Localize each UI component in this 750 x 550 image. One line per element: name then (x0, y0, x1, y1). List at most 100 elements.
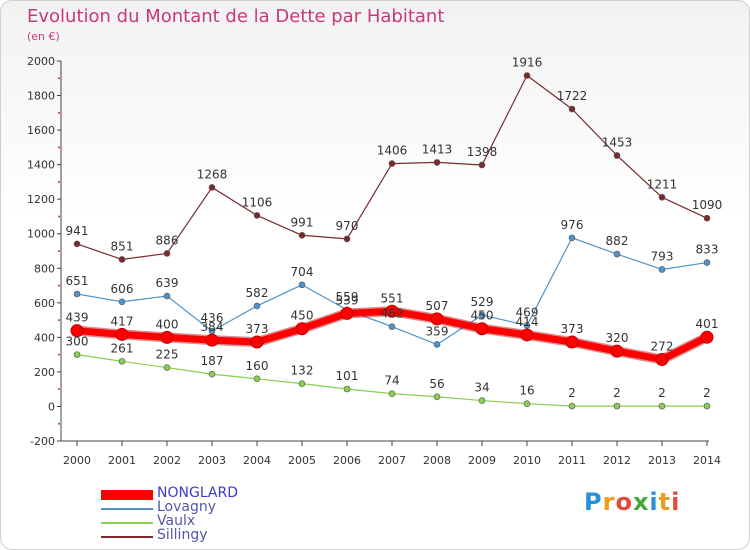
data-point (433, 341, 441, 348)
x-tick-label: 2010 (513, 454, 541, 467)
data-label: 529 (471, 295, 494, 309)
data-point (523, 72, 531, 79)
y-minor-tick (58, 422, 60, 425)
x-tick-label: 2000 (63, 454, 91, 467)
data-label: 34 (474, 381, 489, 395)
data-point (163, 250, 171, 257)
data-point (658, 402, 666, 410)
data-point (388, 390, 396, 397)
x-tick-label: 2009 (468, 454, 496, 467)
data-label: 1406 (377, 144, 408, 158)
data-point (655, 352, 669, 366)
logo-letter: t (658, 488, 672, 516)
data-label: 400 (156, 317, 179, 331)
data-label: 1268 (197, 167, 228, 181)
data-label: 2 (613, 386, 621, 400)
y-tick-label: 1000 (27, 228, 55, 241)
data-point (613, 152, 621, 159)
data-label: 970 (336, 219, 359, 233)
data-point (73, 351, 81, 358)
legend-label: Vaulx (157, 513, 196, 529)
series-line (76, 74, 708, 261)
y-tick-label: 800 (34, 262, 55, 275)
series-lovagny (73, 234, 711, 348)
data-label: 320 (606, 331, 629, 345)
data-point (523, 400, 531, 407)
axes: -200 0 200 400 600 800 1000 1200 1400 1600 1800 200… (27, 55, 721, 467)
legend-swatch (101, 508, 153, 510)
data-point (298, 231, 306, 239)
data-label: 882 (606, 234, 629, 248)
data-label: 1916 (512, 56, 543, 70)
legend-swatch (101, 522, 153, 524)
data-label: 2 (658, 386, 666, 400)
data-label: 1453 (602, 135, 633, 149)
data-point (73, 240, 81, 248)
data-label: 16 (519, 384, 534, 398)
y-tick-label: 400 (34, 331, 55, 344)
y-tick-label: 1800 (27, 90, 55, 103)
data-label: 941 (66, 224, 89, 238)
data-label: 2 (568, 386, 576, 400)
data-label: 2 (703, 386, 711, 400)
data-label: 1398 (467, 145, 498, 159)
data-label: 833 (696, 243, 719, 257)
legend-label: NONGLARD (157, 485, 239, 501)
y-tick-label: 1400 (27, 159, 55, 172)
series-layer (70, 72, 714, 410)
data-point (298, 380, 306, 387)
y-minor-tick (58, 77, 60, 80)
data-point (298, 281, 306, 289)
proxiti-logo: Proxiti (584, 488, 680, 516)
y-minor-tick (58, 319, 60, 322)
data-point (115, 327, 129, 341)
data-label: 384 (201, 320, 224, 334)
data-point (520, 328, 534, 342)
legend-label: Lovagny (157, 499, 217, 515)
data-label: 976 (561, 218, 584, 232)
data-point (703, 402, 711, 410)
y-tick-label: 200 (34, 366, 55, 379)
y-minor-tick (58, 388, 60, 391)
logo-letter: r (602, 488, 616, 516)
data-label: 187 (201, 354, 224, 368)
data-label: 704 (291, 265, 314, 279)
data-point (163, 292, 171, 300)
data-point (388, 323, 396, 330)
data-label: 606 (111, 282, 134, 296)
data-label: 991 (291, 215, 314, 229)
data-point (253, 212, 261, 219)
data-label: 551 (381, 291, 404, 305)
data-point (118, 298, 126, 306)
data-point (433, 393, 441, 401)
data-label: 160 (246, 359, 269, 373)
data-label: 1722 (557, 89, 588, 103)
y-tick-label: 2000 (27, 55, 55, 68)
logo-letter: o (615, 488, 633, 516)
data-point (430, 312, 444, 326)
data-point (658, 266, 666, 273)
data-point (118, 256, 126, 263)
data-point (343, 385, 351, 393)
data-label: 1106 (242, 195, 273, 209)
data-label: 582 (246, 286, 269, 300)
data-label: 300 (66, 335, 89, 349)
x-tick-label: 2006 (333, 454, 361, 467)
data-labels: 439 417 400 384 373 450 539 551 507 450 414 373 320 2… (66, 56, 723, 401)
data-label: 507 (426, 299, 449, 313)
x-tick-label: 2013 (648, 454, 676, 467)
x-tick-label: 2003 (198, 454, 226, 467)
data-label: 414 (516, 315, 539, 329)
data-point (610, 344, 624, 358)
data-point (205, 333, 219, 347)
series-nonglard (70, 304, 714, 366)
data-label: 462 (381, 307, 404, 321)
data-point (208, 370, 216, 378)
data-point (478, 161, 486, 169)
data-label: 639 (156, 276, 179, 290)
data-label: 359 (426, 324, 449, 338)
data-label: 101 (336, 369, 359, 383)
data-label: 469 (516, 305, 539, 319)
data-point (253, 375, 261, 383)
